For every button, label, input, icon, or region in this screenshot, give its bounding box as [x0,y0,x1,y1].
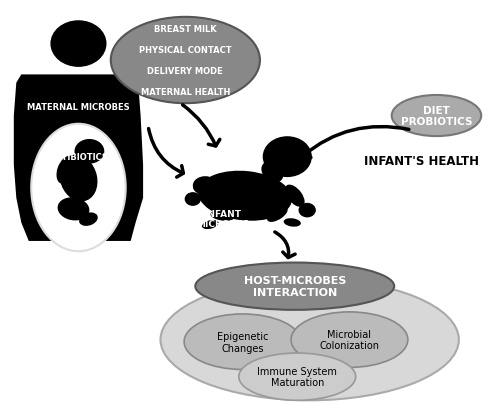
Text: HOST-MICROBES
INTERACTION: HOST-MICROBES INTERACTION [244,276,346,297]
Ellipse shape [267,207,287,222]
Ellipse shape [60,155,98,202]
Polygon shape [14,75,143,241]
Ellipse shape [239,353,356,400]
Text: Microbial
Colonization: Microbial Colonization [320,329,380,351]
Ellipse shape [79,213,98,226]
Ellipse shape [291,312,408,368]
Circle shape [299,204,315,217]
Ellipse shape [56,157,76,184]
Circle shape [264,138,311,177]
Text: MATERNAL MICROBES

DIET

ANTIBIOTICS: MATERNAL MICROBES DIET ANTIBIOTICS [27,103,130,162]
Text: BREAST MILK

PHYSICAL CONTACT

DELIVERY MODE

MATERNAL HEALTH: BREAST MILK PHYSICAL CONTACT DELIVERY MO… [139,25,232,97]
Ellipse shape [58,198,90,221]
Ellipse shape [262,162,283,183]
Ellipse shape [196,263,394,310]
Ellipse shape [210,211,235,221]
Ellipse shape [202,221,218,230]
Circle shape [186,193,200,206]
Text: INFANT
MICROBES: INFANT MICROBES [196,209,249,228]
Circle shape [74,140,104,164]
Ellipse shape [184,314,301,370]
Circle shape [51,22,106,67]
Ellipse shape [111,18,260,104]
Text: Epigenetic
Changes: Epigenetic Changes [217,331,268,353]
Ellipse shape [285,185,304,207]
Ellipse shape [392,96,481,137]
Ellipse shape [31,124,126,252]
Ellipse shape [193,185,218,199]
Text: Immune System
Maturation: Immune System Maturation [258,366,337,387]
Ellipse shape [193,177,218,195]
Ellipse shape [284,218,301,227]
Ellipse shape [160,279,459,400]
Text: INFANT'S HEALTH: INFANT'S HEALTH [364,155,479,168]
Ellipse shape [198,171,292,221]
Text: DIET
PROBIOTICS: DIET PROBIOTICS [400,105,472,127]
